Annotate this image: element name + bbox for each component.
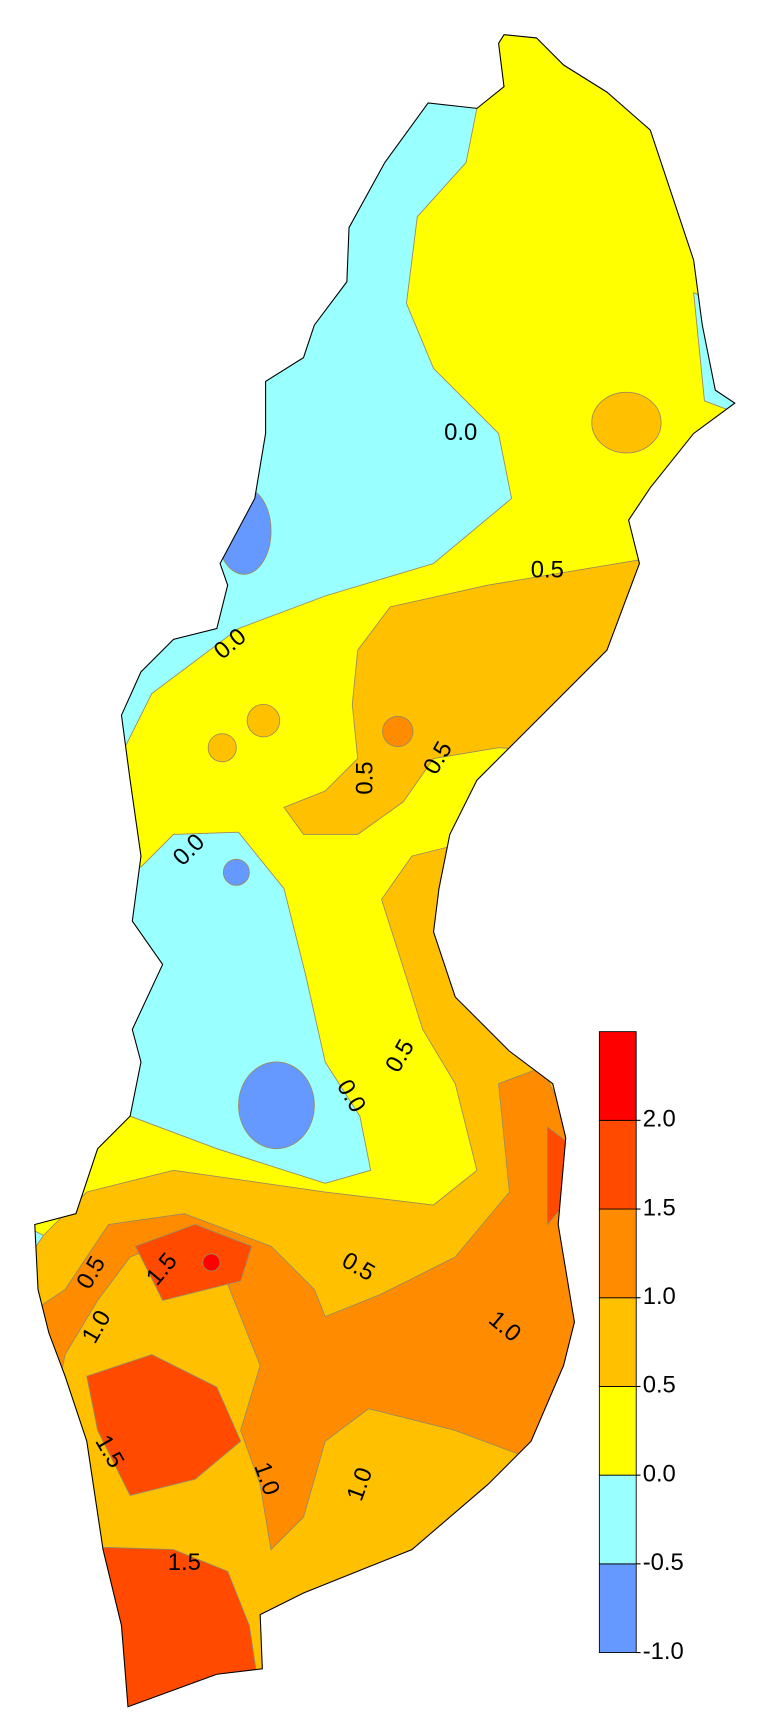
colorbar-bin bbox=[598, 1563, 637, 1653]
region bbox=[86, 1354, 242, 1496]
colorbar: -1.0 -0.5 0.0 0.5 1.0 1.5 2.0 bbox=[598, 1031, 684, 1665]
region bbox=[202, 1253, 221, 1272]
region bbox=[382, 715, 414, 748]
colorbar-bin bbox=[598, 1297, 637, 1387]
colorbar-bin bbox=[598, 1031, 637, 1121]
contour-label: 1.5 bbox=[168, 1549, 201, 1576]
region bbox=[591, 391, 662, 454]
tick-label: 0.0 bbox=[643, 1460, 676, 1487]
region bbox=[246, 703, 281, 738]
colorbar-bin bbox=[598, 1474, 637, 1565]
tick-label: -0.5 bbox=[643, 1549, 684, 1576]
region bbox=[283, 557, 695, 835]
region bbox=[134, 1224, 253, 1301]
contour-label: 0.5 bbox=[352, 761, 379, 794]
tick-label: 2.0 bbox=[643, 1106, 676, 1133]
colorbar-bin bbox=[598, 1119, 637, 1210]
region bbox=[238, 1061, 315, 1150]
region bbox=[222, 858, 250, 886]
tick-label: -1.0 bbox=[643, 1638, 684, 1665]
region bbox=[207, 733, 237, 763]
region bbox=[34, 1547, 267, 1707]
colorbar-bin bbox=[598, 1386, 637, 1476]
contour-label: 0.5 bbox=[531, 556, 564, 583]
colorbar-bin bbox=[598, 1208, 637, 1299]
tick-label: 1.0 bbox=[643, 1283, 676, 1310]
contour-label: 0.0 bbox=[444, 419, 477, 446]
tick-label: 0.5 bbox=[643, 1372, 676, 1399]
tick-label: 1.5 bbox=[643, 1194, 676, 1221]
region bbox=[216, 487, 272, 575]
